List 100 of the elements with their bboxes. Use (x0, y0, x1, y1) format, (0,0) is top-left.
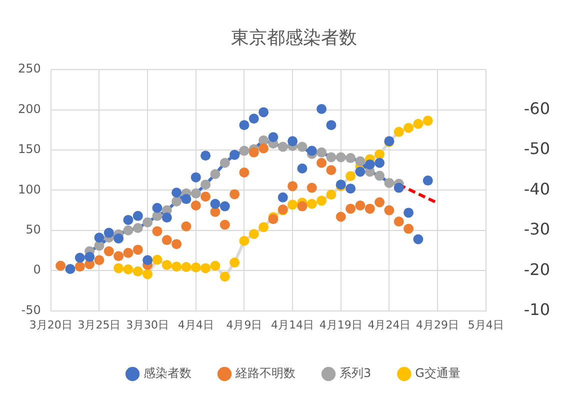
point (190, 262, 201, 272)
point (248, 147, 259, 158)
point (114, 251, 124, 262)
y-tick-label: 100 (18, 182, 41, 196)
point (355, 200, 366, 210)
point (210, 169, 220, 180)
point (230, 189, 240, 200)
point (239, 120, 250, 130)
point (374, 170, 385, 181)
point (142, 269, 153, 280)
point (152, 202, 162, 213)
point (172, 262, 182, 272)
y-tick-label: 200 (18, 102, 41, 116)
point (278, 192, 288, 202)
point (142, 217, 153, 228)
point (220, 201, 230, 212)
point (162, 212, 172, 223)
point (181, 262, 192, 272)
point (220, 158, 230, 168)
legend-label: 経路不明数 (234, 366, 296, 380)
point (172, 188, 182, 198)
point (306, 198, 317, 209)
point (200, 180, 211, 190)
point (114, 233, 124, 244)
y2-tick-label: -40 (524, 179, 550, 198)
point (56, 260, 66, 271)
point (239, 168, 250, 178)
x-tick-label: 3月20日 (29, 318, 72, 332)
point (288, 200, 298, 210)
point (326, 120, 336, 130)
x-tick-label: 4月29日 (416, 318, 460, 332)
point (268, 132, 278, 142)
point (162, 235, 172, 246)
point (248, 229, 259, 240)
point (142, 255, 153, 266)
point (278, 142, 288, 152)
y2-tick-label: -50 (524, 139, 550, 158)
point (248, 114, 259, 124)
point (346, 171, 356, 182)
point (288, 181, 298, 192)
point (336, 152, 346, 162)
point (132, 210, 143, 221)
y-tick-label: -50 (21, 302, 41, 317)
point (422, 116, 433, 126)
point (413, 118, 424, 129)
point (326, 190, 336, 200)
point (220, 272, 230, 282)
point (364, 159, 375, 170)
x-tick-label: 4月14日 (271, 318, 314, 332)
point (374, 158, 385, 168)
point (288, 136, 298, 146)
y2-tick-label: -60 (524, 98, 550, 118)
point (132, 244, 143, 255)
y-tick-label: 0 (33, 262, 41, 277)
x-tick-label: 5月4日 (468, 318, 504, 332)
point (74, 262, 85, 272)
point (326, 165, 336, 176)
point (190, 200, 201, 210)
x-tick-label: 4月24日 (368, 318, 411, 332)
point (200, 263, 211, 274)
point (190, 172, 201, 182)
point (74, 252, 85, 263)
point (123, 264, 134, 274)
x-tick-label: 3月30日 (126, 318, 170, 332)
point (384, 178, 394, 188)
point (297, 163, 308, 174)
point (230, 258, 240, 268)
point (355, 166, 366, 177)
point (394, 216, 404, 227)
y-tick-label: 150 (18, 142, 41, 156)
point (181, 194, 192, 204)
point (94, 255, 104, 266)
point (258, 143, 269, 154)
x-tick-label: 4月9日 (226, 318, 262, 332)
point (355, 156, 366, 166)
x-tick-label: 4月19日 (319, 318, 362, 332)
point (65, 264, 76, 274)
point (297, 142, 308, 152)
point (132, 222, 143, 233)
point (220, 220, 230, 230)
point (404, 224, 414, 234)
point (394, 126, 404, 137)
point (374, 197, 385, 208)
y2-tick-label: -20 (524, 260, 550, 279)
point (306, 146, 317, 156)
point (336, 212, 346, 222)
point (172, 196, 182, 206)
point (239, 236, 250, 246)
point (394, 182, 404, 193)
point (239, 146, 250, 156)
point (374, 149, 385, 160)
point (316, 147, 327, 158)
y-tick-label: 250 (18, 62, 41, 76)
point (104, 228, 114, 238)
point (258, 222, 269, 232)
x-tick-label: 4月4日 (178, 318, 214, 332)
y2-tick-label: -30 (524, 220, 550, 239)
point (346, 204, 356, 214)
y2-tick-label: -10 (524, 300, 550, 319)
point (94, 232, 104, 243)
